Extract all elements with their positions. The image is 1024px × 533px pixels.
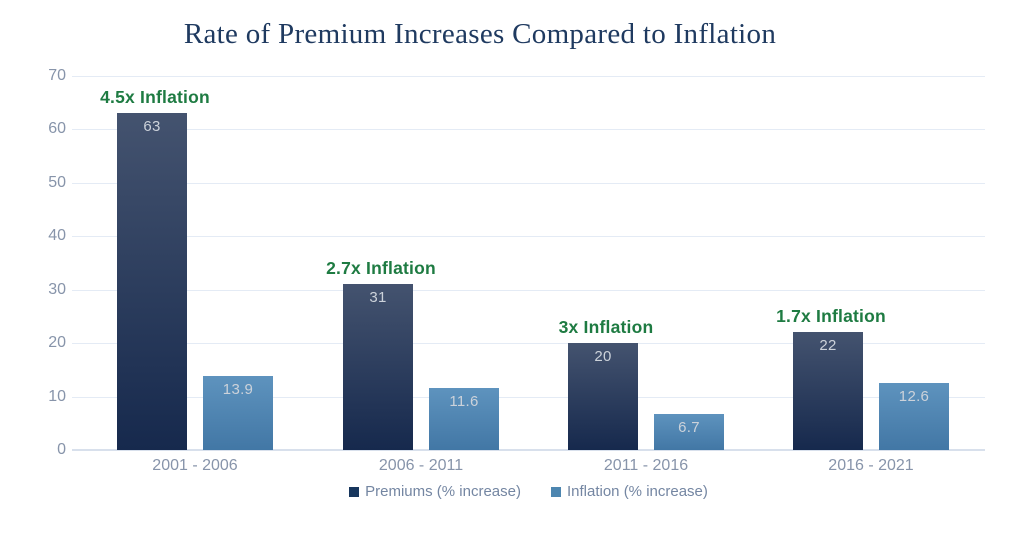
legend-label-inflation: Inflation (% increase) xyxy=(566,483,708,500)
gridline xyxy=(72,182,985,184)
y-tick-label: 0 xyxy=(57,441,66,458)
legend-label-premiums: Premiums (% increase) xyxy=(365,483,521,500)
bar-inflation-2006-2011: 11.6 xyxy=(429,388,499,450)
legend: Premiums (% increase) Inflation (% incre… xyxy=(72,483,985,500)
x-axis-label: 2016 - 2021 xyxy=(828,457,914,474)
gridline xyxy=(72,343,985,345)
inflation-swatch-icon xyxy=(550,486,561,497)
gridline xyxy=(72,129,985,131)
bar-value-label: 63 xyxy=(143,118,161,136)
y-tick-label: 10 xyxy=(48,387,66,405)
gridline xyxy=(72,236,985,238)
bar-value-label: 20 xyxy=(594,348,612,366)
bar-premiums-2006-2011: 31 xyxy=(343,284,413,450)
gridline xyxy=(72,396,985,398)
gridline xyxy=(72,289,985,291)
y-tick-label: 60 xyxy=(48,120,66,138)
bar-inflation-2016-2021: 12.6 xyxy=(879,382,949,450)
bar-inflation-2011-2016: 6.7 xyxy=(654,414,724,450)
bar-premiums-2011-2016: 20 xyxy=(568,343,638,450)
y-tick-label: 20 xyxy=(48,334,66,352)
bar-value-label: 22 xyxy=(819,337,837,355)
annotation-multiplier: 4.5x Inflation xyxy=(100,87,210,108)
x-axis-label: 2001 - 2006 xyxy=(152,457,238,474)
y-tick-label: 30 xyxy=(48,280,66,298)
legend-item-premiums: Premiums (% increase) xyxy=(349,483,521,500)
y-tick-label: 50 xyxy=(48,173,66,191)
chart-title: Rate of Premium Increases Compared to In… xyxy=(183,18,777,50)
annotation-multiplier: 1.7x Inflation xyxy=(776,306,886,327)
bar-value-label: 12.6 xyxy=(898,387,930,405)
x-axis-label: 2006 - 2011 xyxy=(378,457,464,474)
x-axis-label: 2011 - 2016 xyxy=(603,457,689,474)
annotation-multiplier: 2.7x Inflation xyxy=(326,258,436,279)
y-tick-label: 40 xyxy=(48,227,66,245)
annotation-multiplier: 3x Inflation xyxy=(558,317,654,338)
bar-value-label: 13.9 xyxy=(222,380,254,398)
x-axis-line xyxy=(72,449,985,451)
bar-value-label: 31 xyxy=(369,289,387,307)
legend-item-inflation: Inflation (% increase) xyxy=(550,483,708,500)
premiums-swatch-icon xyxy=(349,486,360,497)
gridline xyxy=(72,75,985,77)
bar-premiums-2001-2006: 63 xyxy=(117,113,187,450)
bar-value-label: 6.7 xyxy=(678,419,700,437)
y-tick-label: 70 xyxy=(48,66,66,84)
bar-inflation-2001-2006: 13.9 xyxy=(203,375,273,450)
bar-value-label: 11.6 xyxy=(449,393,479,411)
bar-premiums-2016-2021: 22 xyxy=(793,332,863,450)
